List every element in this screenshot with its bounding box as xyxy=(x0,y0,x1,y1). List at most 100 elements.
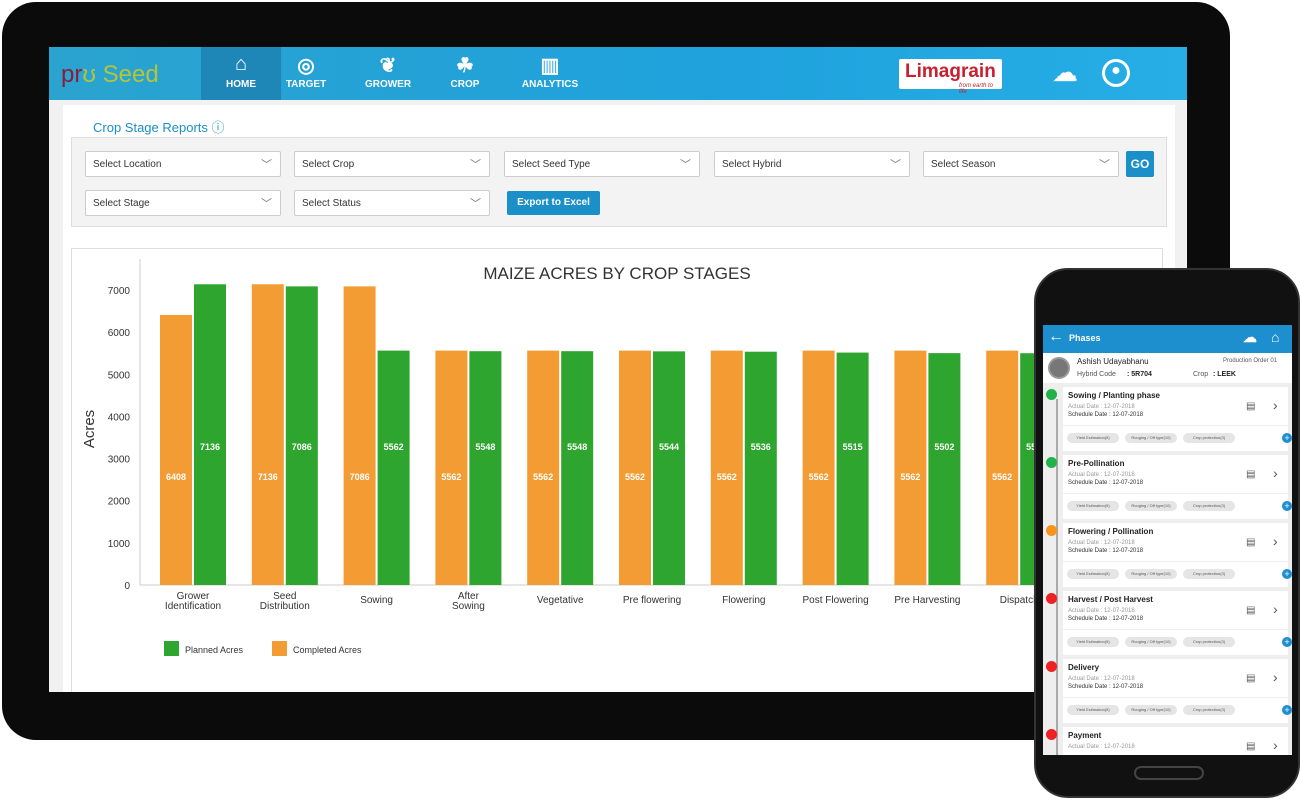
tag-yield[interactable]: Yield Estimation(5) xyxy=(1067,637,1119,647)
document-icon[interactable]: ▤ xyxy=(1246,469,1256,480)
x-tick-label: Dispatch xyxy=(1000,595,1039,606)
phase-card[interactable]: Payment Actual Date : 12-07-2018 ▤ › Yie… xyxy=(1046,727,1288,755)
chevron-right-icon[interactable]: › xyxy=(1273,601,1278,617)
info-icon[interactable]: ⓘ xyxy=(211,120,225,135)
schedule-date: Schedule Date : 12-07-2018 xyxy=(1068,616,1144,622)
tag-rouging[interactable]: Rouging / Off type(10) xyxy=(1125,705,1177,715)
actual-date: Actual Date : 12-07-2018 xyxy=(1068,676,1135,682)
grower-icon: ❦ xyxy=(379,55,397,77)
phone-home-button[interactable] xyxy=(1134,766,1204,780)
chevron-down-icon: ﹀ xyxy=(261,198,272,210)
phone-header: ← Phases ☁ ⌂ xyxy=(1043,325,1292,353)
phase-card[interactable]: Sowing / Planting phase Actual Date : 12… xyxy=(1046,387,1292,451)
tag-crop-protection[interactable]: Crop protection(3) xyxy=(1183,705,1235,715)
tag-crop-protection[interactable]: Crop protection(3) xyxy=(1183,569,1235,579)
chevron-right-icon[interactable]: › xyxy=(1273,737,1278,753)
nav-home[interactable]: ⌂ HOME xyxy=(201,47,281,100)
document-icon[interactable]: ▤ xyxy=(1246,741,1256,752)
hybrid-select[interactable]: Select Hybrid ﹀ xyxy=(714,151,910,177)
add-icon[interactable]: + xyxy=(1282,433,1292,443)
add-icon[interactable]: + xyxy=(1282,705,1292,715)
actual-date: Actual Date : 12-07-2018 xyxy=(1068,540,1135,546)
bar-completed xyxy=(894,350,927,585)
user-info: Ashish Udayabhanu Production Order 01 Hy… xyxy=(1043,353,1292,383)
chart-title: MAIZE ACRES BY CROP STAGES xyxy=(483,264,750,283)
tag-row: Yield Estimation(5) Rouging / Off type(1… xyxy=(1063,629,1292,655)
chevron-right-icon[interactable]: › xyxy=(1273,669,1278,685)
tag-yield[interactable]: Yield Estimation(5) xyxy=(1067,705,1119,715)
actual-date: Actual Date : 12-07-2018 xyxy=(1068,744,1135,750)
chart-container: MAIZE ACRES BY CROP STAGES Acres 0 1000 2000… xyxy=(71,248,1164,692)
season-select[interactable]: Select Season ﹀ xyxy=(923,151,1119,177)
production-order: Production Order 01 xyxy=(1223,358,1278,364)
document-icon[interactable]: ▤ xyxy=(1246,605,1256,616)
phase-name: Harvest / Post Harvest xyxy=(1068,595,1153,604)
export-excel-button[interactable]: Export to Excel xyxy=(507,191,600,215)
document-icon[interactable]: ▤ xyxy=(1246,401,1256,412)
x-tick-label: Sowing xyxy=(452,601,485,612)
tablet-frame: prʊ Seed ⌂ HOME ◎ TARGET ❦ GROWER ☘ CROP ▥ AN… xyxy=(2,2,1230,740)
bar-completed xyxy=(710,350,743,585)
y-tick-label: 3000 xyxy=(108,455,131,466)
phase-card[interactable]: Harvest / Post Harvest Actual Date : 12-… xyxy=(1046,591,1292,655)
add-icon[interactable]: + xyxy=(1282,501,1292,511)
crop-select[interactable]: Select Crop ﹀ xyxy=(294,151,490,177)
data-label: 5548 xyxy=(475,442,495,452)
status-dot xyxy=(1046,457,1057,468)
tag-rouging[interactable]: Rouging / Off type(10) xyxy=(1125,637,1177,647)
weather-icon[interactable]: ☁ xyxy=(1052,57,1078,87)
schedule-date: Schedule Date : 12-07-2018 xyxy=(1068,684,1144,690)
phase-card[interactable]: Pre-Pollination Actual Date : 12-07-2018… xyxy=(1046,455,1292,519)
x-tick-label: Distribution xyxy=(260,601,310,612)
tag-rouging[interactable]: Rouging / Off type(10) xyxy=(1125,501,1177,511)
nav-grower[interactable]: ❦ GROWER xyxy=(348,47,428,100)
bar-planned xyxy=(377,350,410,585)
document-icon[interactable]: ▤ xyxy=(1246,537,1256,548)
tag-crop-protection[interactable]: Crop protection(3) xyxy=(1183,433,1235,443)
home-icon[interactable]: ⌂ xyxy=(1271,329,1280,345)
y-tick-label: 2000 xyxy=(108,497,131,508)
data-label: 5562 xyxy=(992,472,1012,482)
tag-row: Yield Estimation(5) Rouging / Off type(1… xyxy=(1063,425,1292,451)
y-tick-label: 6000 xyxy=(108,328,131,339)
tag-crop-protection[interactable]: Crop protection(3) xyxy=(1183,637,1235,647)
location-select[interactable]: Select Location ﹀ xyxy=(85,151,281,177)
bar-completed xyxy=(343,286,376,585)
user-avatar-icon[interactable]: ● xyxy=(1102,59,1130,87)
go-button[interactable]: GO xyxy=(1126,151,1154,177)
weather-icon[interactable]: ☁ xyxy=(1243,329,1257,345)
add-icon[interactable]: + xyxy=(1282,569,1292,579)
tag-yield[interactable]: Yield Estimation(5) xyxy=(1067,501,1119,511)
legend-swatch xyxy=(164,641,179,656)
stage-select[interactable]: Select Stage ﹀ xyxy=(85,190,281,216)
tag-rouging[interactable]: Rouging / Off type(10) xyxy=(1125,569,1177,579)
phase-card[interactable]: Delivery Actual Date : 12-07-2018 Schedu… xyxy=(1046,659,1292,723)
y-tick-label: 0 xyxy=(124,581,130,592)
back-arrow-icon[interactable]: ← xyxy=(1048,328,1064,345)
status-select[interactable]: Select Status ﹀ xyxy=(294,190,490,216)
data-label: 7136 xyxy=(200,442,220,452)
nav-label: ANALYTICS xyxy=(521,79,579,90)
document-icon[interactable]: ▤ xyxy=(1246,673,1256,684)
add-icon[interactable]: + xyxy=(1282,637,1292,647)
nav-label: GROWER xyxy=(364,79,412,90)
chevron-right-icon[interactable]: › xyxy=(1273,533,1278,549)
bar-planned xyxy=(285,286,318,585)
chevron-right-icon[interactable]: › xyxy=(1273,465,1278,481)
nav-crop[interactable]: ☘ CROP xyxy=(425,47,505,100)
tag-rouging[interactable]: Rouging / Off type(10) xyxy=(1125,433,1177,443)
tag-yield[interactable]: Yield Estimation(5) xyxy=(1067,433,1119,443)
tag-yield[interactable]: Yield Estimation(5) xyxy=(1067,569,1119,579)
status-dot xyxy=(1046,389,1057,400)
bar-completed xyxy=(986,350,1019,585)
seed-type-select[interactable]: Select Seed Type ﹀ xyxy=(504,151,700,177)
bar-planned xyxy=(194,284,226,585)
x-tick-label: After xyxy=(458,591,480,602)
nav-analytics[interactable]: ▥ ANALYTICS xyxy=(510,47,590,100)
tag-row: Yield Estimation(5) Rouging / Off type(1… xyxy=(1063,561,1292,587)
chevron-right-icon[interactable]: › xyxy=(1273,397,1278,413)
tag-crop-protection[interactable]: Crop protection(3) xyxy=(1183,501,1235,511)
phase-card[interactable]: Flowering / Pollination Actual Date : 12… xyxy=(1046,523,1292,587)
nav-target[interactable]: ◎ TARGET xyxy=(266,47,346,100)
tag-row: Yield Estimation(5) Rouging / Off type(1… xyxy=(1063,493,1292,519)
